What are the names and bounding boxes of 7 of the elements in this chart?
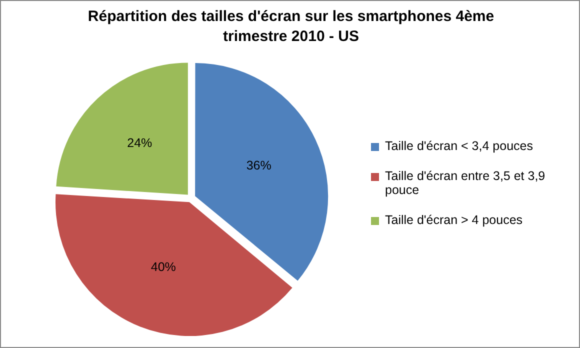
data-label: 24% xyxy=(127,136,152,150)
legend-label: Taille d'écran entre 3,5 et 3,9 pouce xyxy=(385,169,546,197)
legend-label: Taille d'écran < 3,4 pouces xyxy=(385,139,533,153)
data-label: 36% xyxy=(246,158,272,173)
chart-title: Répartition des tailles d'écran sur les smartphones 4ème trimestre 2010 - US xyxy=(86,7,496,47)
legend-label: Taille d'écran > 4 pouces xyxy=(385,213,523,227)
data-label: 40% xyxy=(150,260,176,274)
